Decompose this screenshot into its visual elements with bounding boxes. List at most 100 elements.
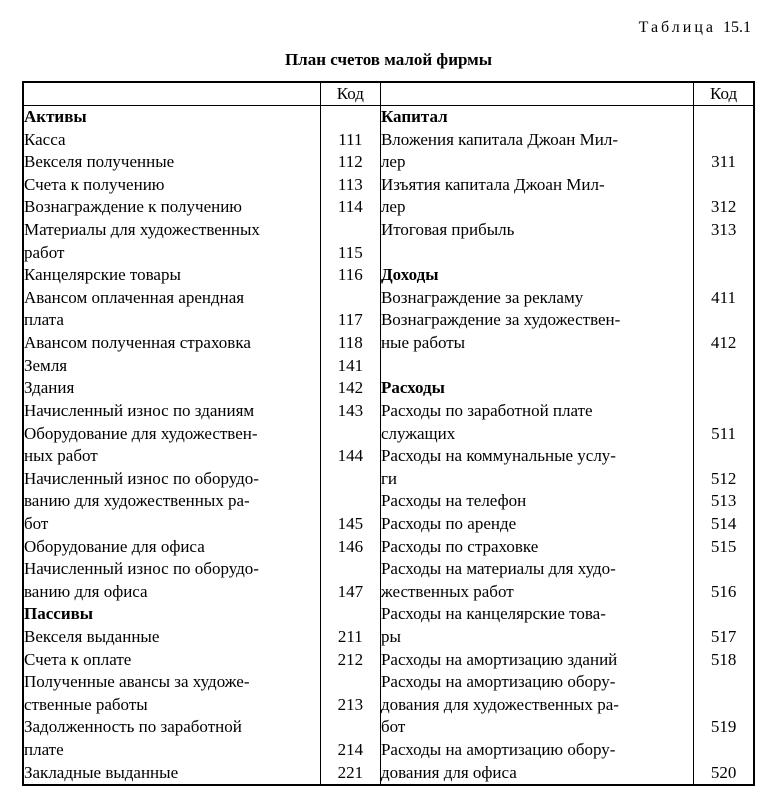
table-header-row: Код Код <box>23 82 754 106</box>
label-text: Авансом оплаченная арендная <box>24 287 320 309</box>
account-code: 311 <box>694 151 753 174</box>
account-code: 517 <box>694 626 753 649</box>
account-label: Расходы по заработной плате <box>381 400 693 423</box>
label-text: Пассивы <box>24 603 320 625</box>
section-heading: Активы <box>24 106 320 129</box>
label-text: плата <box>24 309 320 331</box>
account-code: 520 <box>694 762 753 785</box>
label-text: ванию для офиса <box>24 581 320 603</box>
label-text: Авансом полученная страховка <box>24 332 320 354</box>
account-code <box>694 445 753 468</box>
header-code-left: Код <box>320 82 380 106</box>
account-code <box>694 671 753 694</box>
account-label: дования для офиса <box>381 762 693 785</box>
account-label <box>381 355 693 378</box>
account-label: Авансом полученная страховка <box>24 332 320 355</box>
account-code <box>321 219 380 242</box>
label-text: Вознаграждение за художествен- <box>381 309 693 331</box>
account-label: работ <box>24 242 320 265</box>
header-code-right: Код <box>694 82 754 106</box>
table-caption: Таблица 15.1 <box>22 18 755 39</box>
account-code: 221 <box>321 762 380 785</box>
account-label: Векселя полученные <box>24 151 320 174</box>
label-text: Материалы для художественных <box>24 219 320 241</box>
label-text: Расходы <box>381 377 693 399</box>
label-text: ственные работы <box>24 694 320 716</box>
account-label: Земля <box>24 355 320 378</box>
label-text: жественных работ <box>381 581 693 603</box>
account-label: Расходы на телефон <box>381 490 693 513</box>
account-label: лер <box>381 151 693 174</box>
right-labels-column: КапиталВложения капитала Джоан Мил-лерИз… <box>380 105 693 785</box>
label-text: Закладные выданные <box>24 762 320 784</box>
label-text: Начисленный износ по зданиям <box>24 400 320 422</box>
label-text: ные работы <box>381 332 693 354</box>
label-text: Расходы на амортизацию зданий <box>381 649 693 671</box>
accounts-table: Код Код АктивыКассаВекселя полученныеСче… <box>22 81 755 786</box>
account-label: Расходы на материалы для худо- <box>381 558 693 581</box>
label-text: Земля <box>24 355 320 377</box>
label-text: Канцелярские товары <box>24 264 320 286</box>
account-code: 512 <box>694 468 753 491</box>
account-code: 146 <box>321 536 380 559</box>
label-text: ры <box>381 626 693 648</box>
label-text: плате <box>24 739 320 761</box>
account-label: Вознаграждение за художествен- <box>381 309 693 332</box>
label-text <box>381 355 693 377</box>
account-label: Канцелярские товары <box>24 264 320 287</box>
label-text: Векселя полученные <box>24 151 320 173</box>
account-code <box>321 716 380 739</box>
account-code <box>321 287 380 310</box>
account-label: ванию для офиса <box>24 581 320 604</box>
label-text: работ <box>24 242 320 264</box>
label-text: Счета к получению <box>24 174 320 196</box>
account-code <box>694 739 753 762</box>
caption-word: Таблица <box>639 19 716 36</box>
account-label: дования для художественных ра- <box>381 694 693 717</box>
section-heading: Пассивы <box>24 603 320 626</box>
label-text: Активы <box>24 106 320 128</box>
account-code <box>694 264 753 287</box>
label-text: дования для художественных ра- <box>381 694 693 716</box>
account-code: 312 <box>694 196 753 219</box>
account-label: Итоговая прибыль <box>381 219 693 242</box>
account-label: Векселя выданные <box>24 626 320 649</box>
label-text: Итоговая прибыль <box>381 219 693 241</box>
account-code <box>694 400 753 423</box>
account-code: 111 <box>321 129 380 152</box>
label-text: Изъятия капитала Джоан Мил- <box>381 174 693 196</box>
label-text: Вознаграждение за рекламу <box>381 287 693 309</box>
caption-number: 15.1 <box>723 19 751 36</box>
account-code <box>694 129 753 152</box>
account-code: 144 <box>321 445 380 468</box>
account-label: Расходы по страховке <box>381 536 693 559</box>
left-labels-column: АктивыКассаВекселя полученныеСчета к пол… <box>23 105 320 785</box>
label-text: Расходы по аренде <box>381 513 693 535</box>
account-label <box>381 242 693 265</box>
account-label: Касса <box>24 129 320 152</box>
label-text: ных работ <box>24 445 320 467</box>
account-label: плате <box>24 739 320 762</box>
account-code: 211 <box>321 626 380 649</box>
label-text: бот <box>381 716 693 738</box>
account-label: Расходы на амортизацию зданий <box>381 649 693 672</box>
account-code: 411 <box>694 287 753 310</box>
account-label: Начисленный износ по зданиям <box>24 400 320 423</box>
account-code <box>321 603 380 626</box>
account-label: Оборудование для художествен- <box>24 423 320 446</box>
label-text: Векселя выданные <box>24 626 320 648</box>
account-code <box>694 603 753 626</box>
account-code: 516 <box>694 581 753 604</box>
account-code <box>694 377 753 400</box>
account-label: Расходы на коммунальные услу- <box>381 445 693 468</box>
label-text: Расходы на телефон <box>381 490 693 512</box>
label-text: Вложения капитала Джоан Мил- <box>381 129 693 151</box>
account-code: 114 <box>321 196 380 219</box>
label-text: Начисленный износ по оборудо- <box>24 558 320 580</box>
account-label: Полученные авансы за художе- <box>24 671 320 694</box>
account-label: Авансом оплаченная арендная <box>24 287 320 310</box>
account-code: 513 <box>694 490 753 513</box>
account-code: 117 <box>321 309 380 332</box>
account-label: Задолженность по заработной <box>24 716 320 739</box>
label-text: Здания <box>24 377 320 399</box>
